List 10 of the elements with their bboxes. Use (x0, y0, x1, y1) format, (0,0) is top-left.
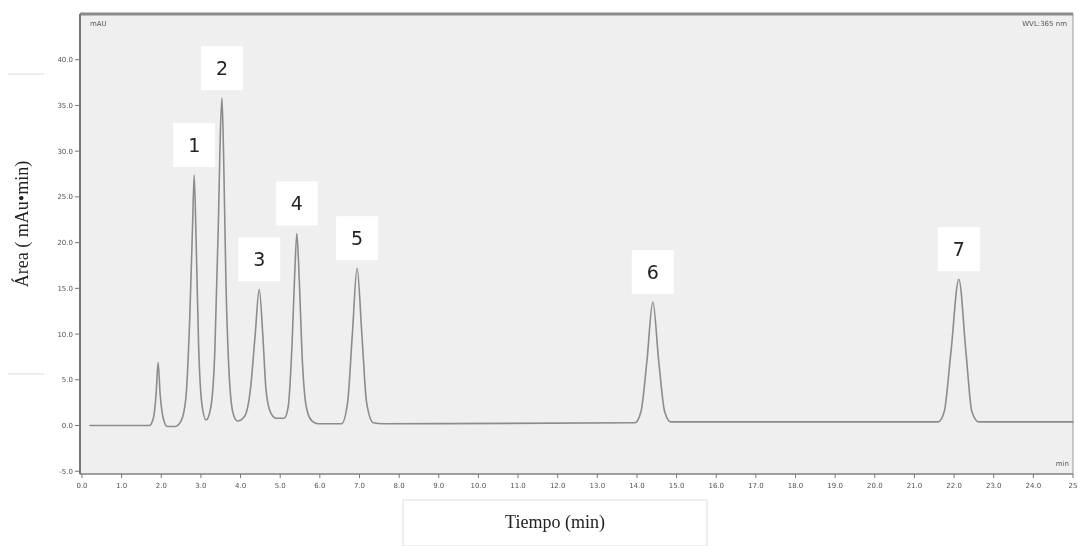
y-axis-title: Área ( mAu•min) (11, 160, 33, 288)
annotation: 2 (215, 56, 228, 79)
x-axis-title: Tiempo (min) (505, 512, 605, 533)
annotation: 1 (188, 133, 201, 156)
annotation: 7 (952, 237, 965, 260)
annotation: 6 (646, 260, 659, 283)
annotation: 4 (290, 192, 303, 215)
line-series (89, 97, 1074, 428)
annotation: 5 (351, 226, 364, 249)
annotation: 3 (253, 247, 266, 270)
